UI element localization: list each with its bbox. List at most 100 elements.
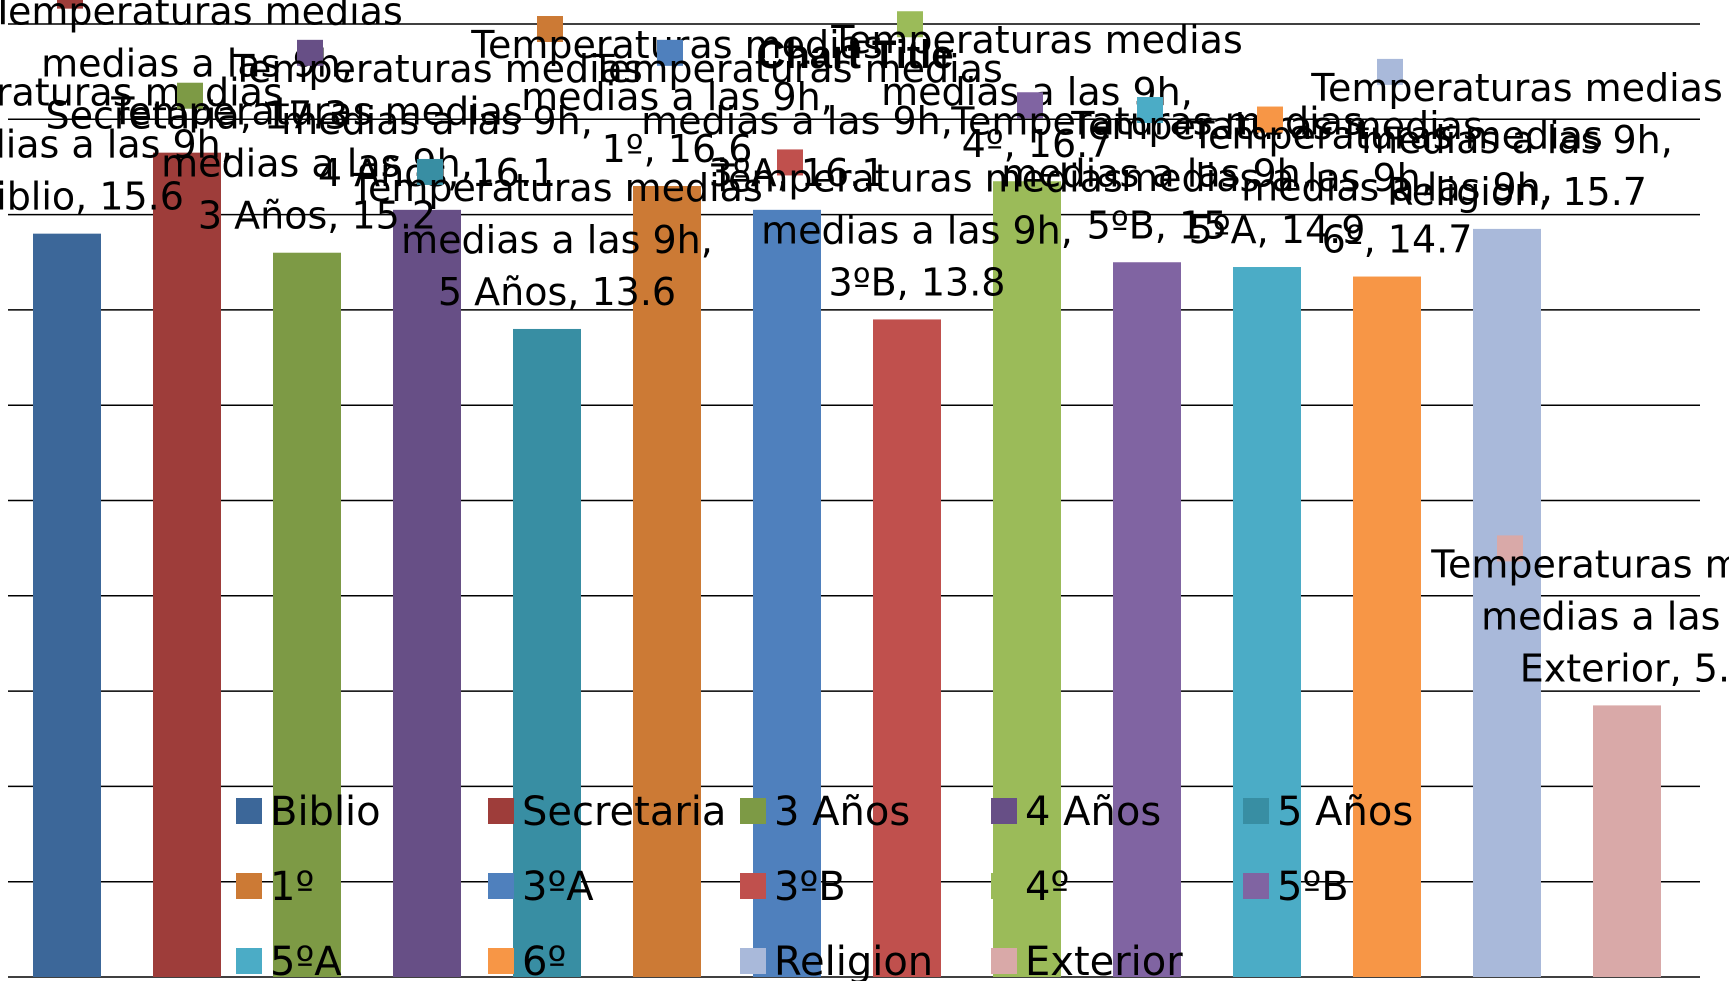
legend-item: 5ºA xyxy=(236,939,342,981)
data-label-line: medias a las 9h, xyxy=(761,208,1073,252)
legend-label: 5 Años xyxy=(1277,789,1413,835)
legend-swatch xyxy=(236,798,262,824)
data-label-line: Religion, 15.7 xyxy=(1387,170,1647,214)
legend-item: 5 Años xyxy=(1243,789,1413,835)
legend-item: 4 Años xyxy=(991,789,1161,835)
data-label-line: 5ºA, 14.9 xyxy=(1189,208,1366,252)
bar xyxy=(33,233,101,977)
legend-label: Exterior xyxy=(1025,939,1183,981)
data-label-line: 4º, 16.7 xyxy=(962,122,1113,166)
legend-label: 1º xyxy=(270,864,314,910)
legend-swatch xyxy=(488,873,514,899)
legend-swatch xyxy=(236,948,262,974)
bar xyxy=(393,209,461,977)
chart-title: Chart Title xyxy=(756,33,953,77)
legend-swatch xyxy=(740,798,766,824)
bar xyxy=(993,181,1061,977)
bar xyxy=(1233,267,1301,977)
legend-item: 5ºB xyxy=(1243,864,1349,910)
legend-swatch xyxy=(236,873,262,899)
data-label-key xyxy=(897,11,923,38)
legend-item: Biblio xyxy=(236,789,381,835)
legend-label: 3ºB xyxy=(774,864,846,910)
data-label-line: 5ºB, 15 xyxy=(1087,203,1228,247)
legend-swatch xyxy=(488,948,514,974)
bar xyxy=(513,328,581,978)
legend-label: Secretaria xyxy=(522,789,726,835)
legend-item: Religion xyxy=(740,939,933,981)
data-label: Temperaturas medias medias a las 9h, Bibli… xyxy=(0,71,283,219)
data-label-key xyxy=(1257,106,1283,133)
bar xyxy=(1113,262,1181,977)
data-label-line: Temperaturas medias xyxy=(350,166,763,210)
data-label: Temperaturas medias medias a las 9h, Relig… xyxy=(1310,58,1723,214)
legend-item: Exterior xyxy=(991,939,1183,981)
legend-item: 3ºB xyxy=(740,864,846,910)
legend-swatch xyxy=(991,873,1017,899)
data-label-line: 5 Años, 13.6 xyxy=(438,270,676,314)
data-label-line: Temperaturas medias xyxy=(0,71,283,115)
legend-swatch xyxy=(1243,798,1269,824)
bar xyxy=(1593,705,1661,977)
legend-label: 4 Años xyxy=(1025,789,1161,835)
data-label-line: Temperaturas medias xyxy=(1430,542,1729,586)
data-label-line: Temperaturas medias xyxy=(590,47,1003,91)
data-label-key xyxy=(777,149,803,176)
data-label-key xyxy=(417,158,443,185)
bar xyxy=(1473,228,1541,977)
data-label-key xyxy=(1017,92,1043,119)
data-label: Temperaturas medias medias a las 9h, 6º, 1… xyxy=(1190,106,1603,262)
data-label-line: Temperaturas medias xyxy=(230,47,643,91)
legend-label: Religion xyxy=(774,939,933,981)
data-label: Temperaturas medias medias a las 9h, 3ºB, … xyxy=(710,149,1123,304)
bars xyxy=(33,152,1661,978)
legend-swatch xyxy=(488,798,514,824)
data-label-line: Temperaturas medias xyxy=(1190,114,1603,158)
legend-label: Biblio xyxy=(270,789,381,835)
data-label-key xyxy=(657,39,683,66)
data-label-line: 1º, 16.6 xyxy=(602,127,753,171)
legend-label: 5ºB xyxy=(1277,864,1349,910)
data-label-line: 3 Años, 15.2 xyxy=(198,194,436,238)
data-label-line: medias a las 9h, xyxy=(281,99,593,143)
data-label-line: medias a las 9h, xyxy=(641,99,953,143)
legend: Biblio Secretaria 3 Años 4 Años 5 Años 1º 3ºA 3… xyxy=(236,789,1413,981)
data-label-line: Temperaturas medias xyxy=(710,156,1123,200)
bar xyxy=(153,152,221,977)
legend-label: 3ºA xyxy=(522,864,594,910)
data-label-key xyxy=(1497,535,1523,562)
data-label-line: Temperaturas medias xyxy=(0,0,403,34)
data-label-line: Temperaturas medias xyxy=(1310,66,1723,110)
data-label-key xyxy=(177,82,203,109)
data-label-line: medias a las 9h, xyxy=(1121,156,1433,200)
legend-swatch xyxy=(740,873,766,899)
legend-item: Secretaria xyxy=(488,789,726,835)
bar xyxy=(633,186,701,977)
legend-item: 1º xyxy=(236,864,314,910)
data-label-line: Biblio, 15.6 xyxy=(0,175,184,219)
data-label-key xyxy=(537,16,563,43)
legend-swatch xyxy=(991,948,1017,974)
bar xyxy=(1353,276,1421,977)
legend-item: 3 Años xyxy=(740,789,910,835)
bar xyxy=(873,319,941,977)
data-label-line: Exterior, 5.7 xyxy=(1520,646,1729,690)
data-label: Temperaturas medias medias a las 9h, Exter… xyxy=(1430,535,1729,690)
data-label-line: 6º, 14.7 xyxy=(1322,218,1473,262)
data-label-key xyxy=(57,0,83,9)
legend-item: 6º xyxy=(488,939,566,981)
data-label-line: medias a las 9h, xyxy=(521,75,833,119)
data-label-key xyxy=(1377,58,1403,85)
data-label-line: medias a las 9h, xyxy=(0,123,233,167)
data-label-line: Temperaturas medias xyxy=(110,90,523,134)
bar xyxy=(273,252,341,978)
legend-label: 4º xyxy=(1025,864,1069,910)
legend-item: 3ºA xyxy=(488,864,594,910)
data-label-line: medias a las 9h, xyxy=(401,218,713,262)
legend-label: 3 Años xyxy=(774,789,910,835)
data-label-line: Temperaturas medias xyxy=(830,18,1243,62)
legend-swatch xyxy=(1243,873,1269,899)
data-label-line: 3ºB, 13.8 xyxy=(829,260,1006,304)
legend-label: 6º xyxy=(522,939,566,981)
